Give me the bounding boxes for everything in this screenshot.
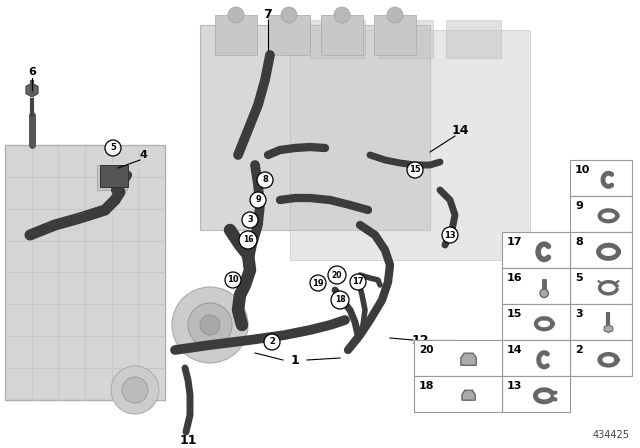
Polygon shape [604,325,612,332]
Text: 17: 17 [352,277,364,287]
Text: 15: 15 [409,165,421,175]
Circle shape [172,287,248,363]
Text: 17: 17 [507,237,522,247]
Circle shape [250,192,266,208]
Bar [321,15,363,55]
Text: 3: 3 [247,215,253,224]
Text: 1: 1 [291,353,300,366]
Text: 20: 20 [332,271,342,280]
Polygon shape [461,353,476,365]
Text: 9: 9 [575,201,583,211]
Circle shape [387,7,403,23]
Bar [502,304,570,340]
Text: 4: 4 [139,150,147,160]
Circle shape [242,212,258,228]
Circle shape [334,7,350,23]
Text: 3: 3 [575,309,582,319]
Circle shape [328,266,346,284]
Circle shape [200,315,220,335]
Text: 20: 20 [419,345,433,355]
Bar [502,340,570,376]
Bar [310,20,365,58]
Bar [570,304,632,340]
Text: 2: 2 [575,345,583,355]
Circle shape [310,275,326,291]
Bar [502,268,570,304]
Text: 5: 5 [575,273,582,283]
Text: 11: 11 [179,434,196,447]
Bar [215,15,257,55]
Circle shape [331,291,349,309]
Text: 10: 10 [575,165,590,175]
Bar [374,15,416,55]
Text: 8: 8 [575,237,583,247]
Circle shape [122,377,148,403]
Text: 13: 13 [507,381,522,391]
Text: 2: 2 [269,337,275,346]
Circle shape [228,7,244,23]
Circle shape [225,272,241,288]
Text: 7: 7 [264,9,273,22]
Text: 18: 18 [419,381,435,391]
Bar [414,376,502,412]
Bar [502,376,570,412]
Bar [570,268,632,304]
Bar [414,340,502,376]
Text: 18: 18 [335,296,346,305]
Circle shape [540,289,548,297]
Text: 14: 14 [451,124,468,137]
Bar [570,196,632,232]
Text: 14: 14 [507,345,523,355]
Bar [570,160,632,196]
Circle shape [281,7,297,23]
Polygon shape [290,30,530,260]
Text: 9: 9 [255,195,261,204]
Text: 13: 13 [444,231,456,240]
Circle shape [111,366,159,414]
Bar [570,232,632,268]
Text: 16: 16 [243,236,253,245]
Text: 19: 19 [312,279,324,288]
Text: 10: 10 [227,276,239,284]
Circle shape [442,227,458,243]
Polygon shape [462,390,475,400]
Circle shape [257,172,273,188]
Circle shape [239,231,257,249]
Circle shape [264,334,280,350]
Circle shape [407,162,423,178]
Bar [100,165,128,187]
Bar [268,15,310,55]
Text: 16: 16 [507,273,523,283]
Circle shape [105,140,121,156]
Polygon shape [200,25,430,230]
Bar [378,20,433,58]
Circle shape [188,303,232,347]
Polygon shape [26,83,38,97]
Text: 15: 15 [507,309,522,319]
Text: 12: 12 [412,333,429,346]
Bar [446,20,501,58]
Bar [97,165,127,190]
Text: 5: 5 [110,143,116,152]
Circle shape [350,274,366,290]
Text: 434425: 434425 [593,430,630,440]
Bar [502,232,570,268]
Polygon shape [5,145,165,400]
Text: 6: 6 [28,67,36,77]
Bar [570,340,632,376]
Text: 8: 8 [262,176,268,185]
